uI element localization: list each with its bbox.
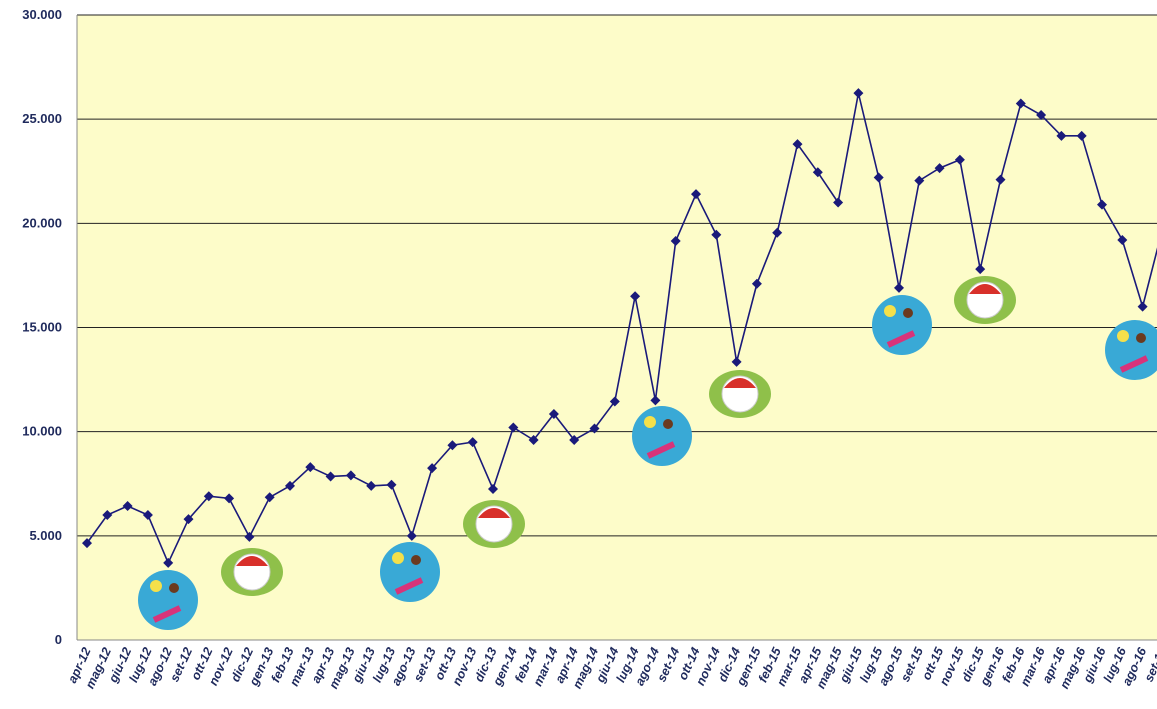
y-tick-label: 25.000 [22, 111, 62, 126]
surfer-icon [380, 542, 440, 602]
santa-icon [463, 500, 525, 548]
y-tick-label: 15.000 [22, 320, 62, 335]
y-tick-label: 30.000 [22, 7, 62, 22]
y-tick-label: 0 [55, 632, 62, 647]
y-tick-label: 5.000 [29, 528, 62, 543]
y-tick-label: 20.000 [22, 215, 62, 230]
santa-icon [954, 276, 1016, 324]
surfer-icon [872, 295, 932, 355]
y-tick-label: 10.000 [22, 424, 62, 439]
surfer-icon [632, 406, 692, 466]
chart: 05.00010.00015.00020.00025.00030.000apr-… [0, 0, 1157, 709]
surfer-icon [138, 570, 198, 630]
santa-icon [221, 548, 283, 596]
page: {"chart_data": {"type": "line", "categor… [0, 0, 1157, 709]
santa-icon [709, 370, 771, 418]
